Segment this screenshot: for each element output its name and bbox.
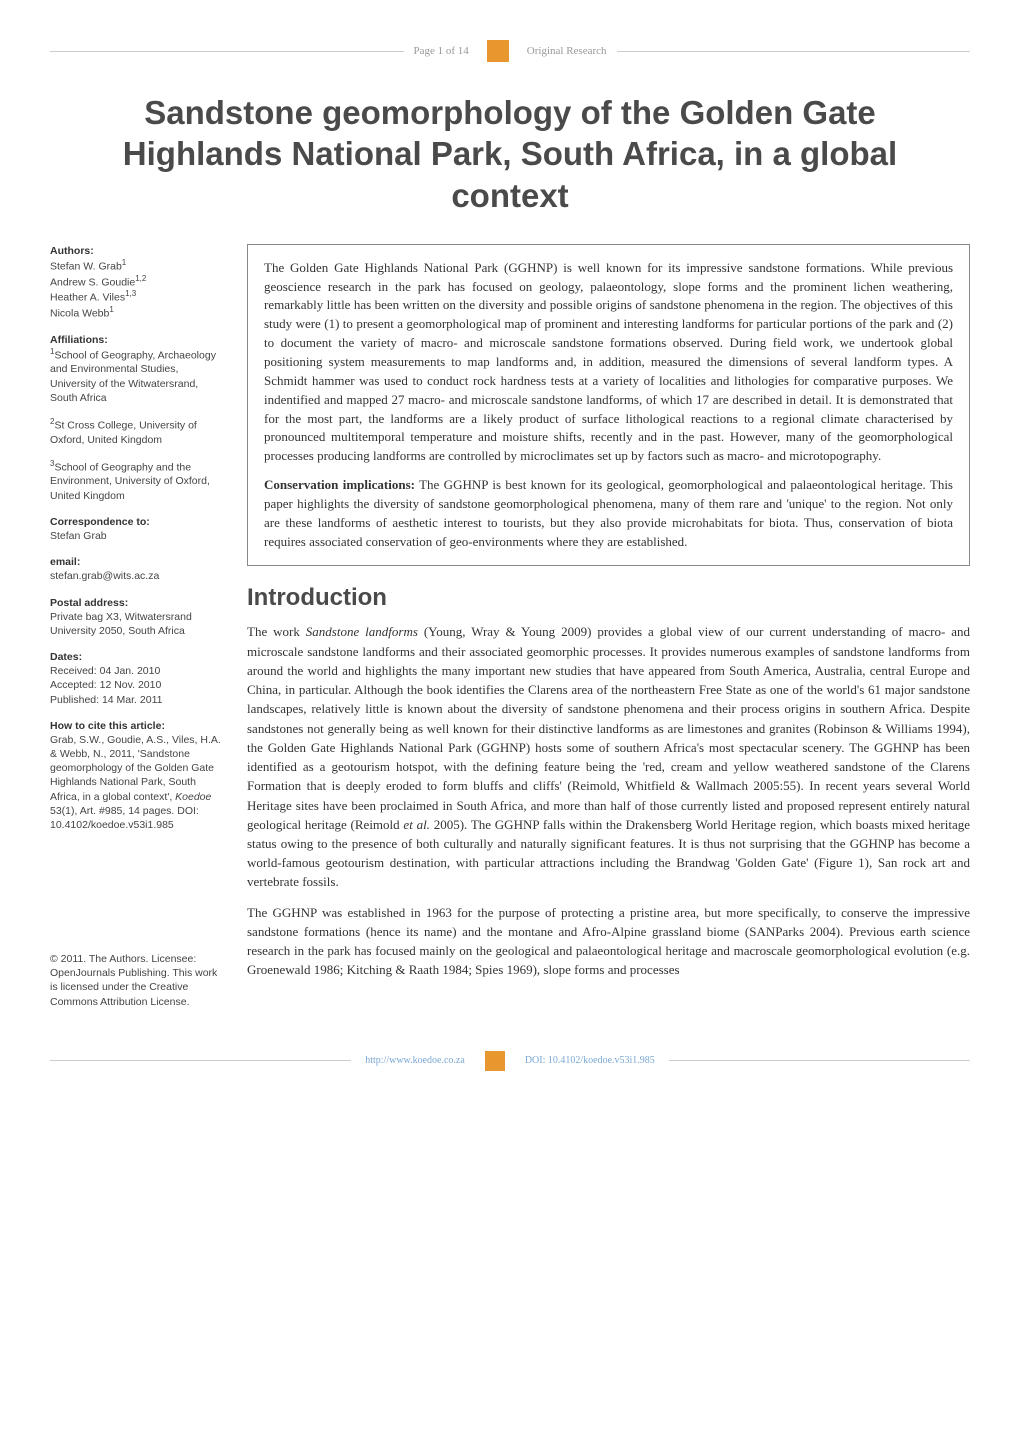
- correspondence-name: Stefan Grab: [50, 529, 225, 543]
- email-label: email:: [50, 555, 225, 569]
- abstract-p1: The Golden Gate Highlands National Park …: [264, 259, 953, 466]
- abstract-ci: Conservation implications: The GGHNP is …: [264, 476, 953, 551]
- intro-p1: The work Sandstone landforms (Young, Wra…: [247, 622, 970, 891]
- abstract-box: The Golden Gate Highlands National Park …: [247, 244, 970, 567]
- dates-label: Dates:: [50, 650, 225, 664]
- main-grid: Authors: Stefan W. Grab1 Andrew S. Goudi…: [50, 244, 970, 1021]
- postal-label: Postal address:: [50, 596, 225, 610]
- sidebar: Authors: Stefan W. Grab1 Andrew S. Goudi…: [50, 244, 225, 1021]
- affiliation-item: 1School of Geography, Archaeology and En…: [50, 347, 225, 405]
- affiliation-item: 3School of Geography and the Environment…: [50, 459, 225, 503]
- correspondence-block: Correspondence to: Stefan Grab: [50, 515, 225, 543]
- header-line-left: [50, 51, 404, 52]
- footer-accent-box: [485, 1051, 505, 1071]
- cite-block: How to cite this article: Grab, S.W., Go…: [50, 719, 225, 832]
- affiliations-block: Affiliations: 1School of Geography, Arch…: [50, 333, 225, 405]
- header-section: Original Research: [517, 45, 617, 57]
- header-line-right: [617, 51, 971, 52]
- authors-block: Authors: Stefan W. Grab1 Andrew S. Goudi…: [50, 244, 225, 321]
- author-item: Nicola Webb1: [50, 305, 225, 321]
- authors-label: Authors:: [50, 244, 225, 258]
- cite-label: How to cite this article:: [50, 719, 225, 733]
- date-published: Published: 14 Mar. 2011: [50, 693, 225, 707]
- intro-p2: The GGHNP was established in 1963 for th…: [247, 903, 970, 980]
- author-item: Andrew S. Goudie1,2: [50, 274, 225, 290]
- page: Page 1 of 14 Original Research Sandstone…: [0, 0, 1020, 1101]
- date-received: Received: 04 Jan. 2010: [50, 664, 225, 678]
- footer-line-right: [669, 1060, 970, 1061]
- author-item: Heather A. Viles1,3: [50, 289, 225, 305]
- license-text: © 2011. The Authors. Licensee: OpenJourn…: [50, 952, 225, 1009]
- footer-line-left: [50, 1060, 351, 1061]
- cite-text: Grab, S.W., Goudie, A.S., Viles, H.A. & …: [50, 733, 225, 832]
- header-bar: Page 1 of 14 Original Research: [50, 40, 970, 62]
- dates-block: Dates: Received: 04 Jan. 2010 Accepted: …: [50, 650, 225, 707]
- page-number: Page 1 of 14: [404, 45, 479, 57]
- postal-block: Postal address: Private bag X3, Witwater…: [50, 596, 225, 639]
- affiliation-item: 2St Cross College, University of Oxford,…: [50, 417, 225, 447]
- article-title: Sandstone geomorphology of the Golden Ga…: [50, 92, 970, 216]
- license-block: © 2011. The Authors. Licensee: OpenJourn…: [50, 952, 225, 1009]
- header-accent-box: [487, 40, 509, 62]
- introduction-heading: Introduction: [247, 584, 970, 612]
- footer-doi: DOI: 10.4102/koedoe.v53i1.985: [511, 1055, 669, 1066]
- affiliations-label: Affiliations:: [50, 333, 225, 347]
- body-text: The work Sandstone landforms (Young, Wra…: [247, 622, 970, 979]
- correspondence-label: Correspondence to:: [50, 515, 225, 529]
- author-item: Stefan W. Grab1: [50, 258, 225, 274]
- content: The Golden Gate Highlands National Park …: [247, 244, 970, 1021]
- footer-url: http://www.koedoe.co.za: [351, 1055, 479, 1066]
- postal-text: Private bag X3, Witwatersrand University…: [50, 610, 225, 638]
- email-block: email: stefan.grab@wits.ac.za: [50, 555, 225, 583]
- email-value: stefan.grab@wits.ac.za: [50, 569, 225, 583]
- ci-label: Conservation implications:: [264, 477, 415, 492]
- date-accepted: Accepted: 12 Nov. 2010: [50, 678, 225, 692]
- footer-bar: http://www.koedoe.co.za DOI: 10.4102/koe…: [50, 1051, 970, 1071]
